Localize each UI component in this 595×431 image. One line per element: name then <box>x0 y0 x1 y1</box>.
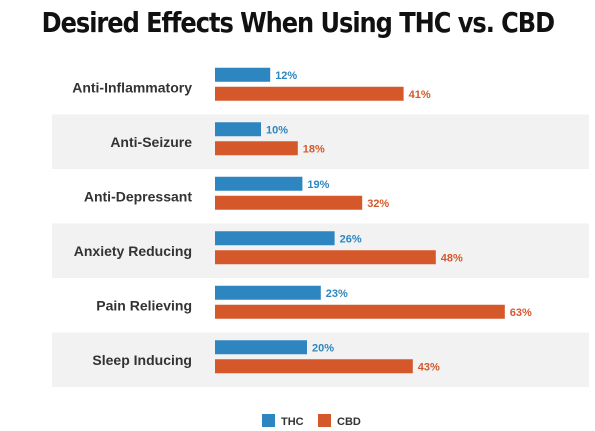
value-label-cbd: 18% <box>303 143 325 155</box>
bar-thc <box>215 67 271 82</box>
bar-thc <box>215 176 303 191</box>
bars <box>215 67 505 374</box>
legend-swatch-thc <box>262 414 275 427</box>
value-label-cbd: 48% <box>441 252 463 264</box>
bar-cbd <box>215 195 363 210</box>
category-label: Anti-Inflammatory <box>72 79 192 95</box>
value-label-thc: 20% <box>312 342 334 354</box>
category-label: Anxiety Reducing <box>74 243 192 259</box>
bar-thc <box>215 340 307 355</box>
category-labels: Anti-Inflammatory Anti-Seizure Anti-Depres… <box>72 79 192 368</box>
row-bands <box>52 114 589 387</box>
value-label-cbd: 43% <box>418 361 440 373</box>
bar-thc <box>215 285 321 300</box>
value-label-thc: 26% <box>340 233 362 245</box>
value-label-cbd: 41% <box>409 89 431 101</box>
bar-cbd <box>215 304 505 319</box>
bar-cbd <box>215 250 436 265</box>
value-label-thc: 23% <box>326 288 348 300</box>
value-label-cbd: 63% <box>510 307 532 319</box>
legend: THC CBD <box>262 414 361 428</box>
chart-title: Desired Effects When Using THC vs. CBD <box>41 6 555 39</box>
row-band <box>52 114 589 169</box>
bar-thc <box>215 231 335 246</box>
bar-cbd <box>215 86 404 101</box>
value-label-thc: 10% <box>266 124 288 136</box>
bar-cbd <box>215 359 413 374</box>
value-label-thc: 12% <box>275 70 297 82</box>
value-labels: 12% 41% 10% 18% 19% 32% 26% 48% 23% 63% 20% 43% <box>266 70 532 374</box>
category-label: Pain Relieving <box>96 297 192 313</box>
bar-cbd <box>215 141 298 156</box>
value-label-thc: 19% <box>307 179 329 191</box>
value-label-cbd: 32% <box>367 198 389 210</box>
bar-thc <box>215 122 261 137</box>
legend-label-cbd: CBD <box>337 416 361 428</box>
legend-label-thc: THC <box>281 416 304 428</box>
legend-swatch-cbd <box>318 414 331 427</box>
category-label: Anti-Seizure <box>110 134 192 150</box>
category-label: Sleep Inducing <box>92 352 192 368</box>
category-label: Anti-Depressant <box>84 188 192 204</box>
